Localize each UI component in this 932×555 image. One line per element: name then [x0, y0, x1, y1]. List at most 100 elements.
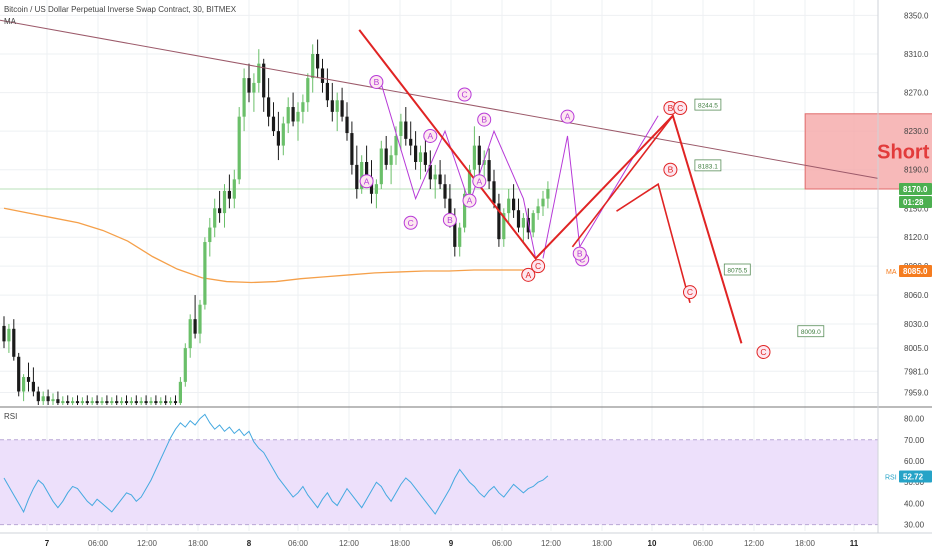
last-price-badge-bg [899, 183, 932, 195]
candle-body [502, 213, 506, 240]
candle-body [169, 401, 173, 404]
rsi-band-layer [0, 439, 878, 526]
x-tick-label: 12:00 [744, 539, 765, 548]
candle-body [173, 401, 178, 404]
candle-body [541, 198, 545, 207]
pattern-point-circle [403, 215, 418, 230]
rsi-value-badge-bg [899, 470, 932, 483]
candle-body [531, 213, 535, 233]
ma-line [3, 207, 524, 284]
x-tick-label: 18:00 [795, 539, 816, 548]
candle-body [36, 391, 40, 402]
price-target-box [694, 98, 722, 111]
pattern-line [469, 129, 537, 259]
x-tick-label: 06:00 [88, 539, 109, 548]
pattern-point-label: B [481, 115, 487, 125]
candle-body [463, 193, 467, 228]
rsi-panel-label: RSI [4, 412, 17, 421]
candle-body [521, 217, 525, 228]
candle-body [105, 401, 109, 404]
x-tick-label: 10 [648, 539, 657, 548]
y-tick-label: 8030.0 [904, 320, 929, 329]
price-target-box [723, 263, 751, 276]
pattern-point-circle [572, 246, 587, 261]
pattern-point-label: C [462, 90, 468, 100]
candle-body [291, 107, 295, 122]
candle-body [213, 208, 217, 228]
y-tick-label: 8230.0 [904, 127, 929, 136]
countdown-badge-bg [899, 196, 932, 208]
ma-layer [3, 207, 524, 284]
candle-body [51, 399, 55, 402]
candle-body [95, 401, 99, 404]
pattern-point-label: A [525, 270, 531, 280]
pattern-point-circle [359, 174, 374, 189]
ma-axis-tag: MA [886, 269, 897, 276]
candle-body [159, 401, 163, 404]
candle-body [487, 160, 491, 182]
candle-body [365, 162, 369, 178]
candle-body [418, 152, 423, 162]
candle-body [262, 63, 266, 98]
rsi-y-tick-label: 70.00 [904, 436, 925, 445]
candle-body [355, 164, 359, 189]
candle-body [232, 179, 236, 199]
candle-body [7, 328, 11, 342]
candle-body [144, 401, 148, 404]
pattern-point-circle [560, 109, 575, 124]
candle-body [384, 148, 388, 165]
x-tick-label: 11 [850, 539, 859, 548]
candle-body [536, 206, 540, 214]
pattern-point-circle [457, 87, 472, 102]
ma-indicator-label: MA [4, 17, 17, 26]
pattern-point-label: C [408, 218, 414, 228]
y-tick-label: 8150.0 [904, 204, 929, 213]
x-tick-label: 7 [45, 539, 50, 548]
pattern-layer [380, 83, 659, 259]
candle-body [17, 356, 21, 392]
candle-body [188, 319, 192, 349]
pattern-point-circle [423, 128, 438, 143]
x-tick-label: 8 [247, 539, 252, 548]
candle-body [41, 396, 45, 402]
candle-body [423, 152, 427, 165]
pattern-point-circle [756, 344, 771, 359]
pattern-point-circle [673, 101, 688, 115]
candle-body [193, 319, 197, 334]
candle-body [183, 348, 187, 382]
x-tick-label: 06:00 [288, 539, 309, 548]
candle-body [237, 116, 241, 180]
candle-body [271, 116, 276, 132]
candle-body [404, 121, 408, 139]
candle-body [242, 78, 246, 117]
pattern-point-label: B [447, 215, 453, 225]
trend-line-layer [0, 19, 879, 179]
pattern-point-circle [472, 174, 487, 189]
pattern-point-label: B [668, 165, 674, 175]
candle-body [389, 155, 393, 165]
candle-body [512, 198, 516, 211]
zigzag-layer [358, 29, 743, 344]
candle-body [267, 97, 271, 117]
x-tick-label: 06:00 [492, 539, 513, 548]
zigzag-line [616, 182, 691, 303]
candle-body [252, 82, 256, 93]
candle-body [208, 227, 212, 243]
rsi-line-layer [3, 413, 549, 515]
pattern-point-label: B [374, 77, 380, 87]
candle-body [296, 111, 300, 122]
x-tick-label: 06:00 [693, 539, 714, 548]
pattern-point-circle [521, 267, 536, 282]
rsi-line [3, 413, 549, 515]
candle-body [281, 123, 285, 146]
candle-body [414, 145, 418, 162]
candle-body [350, 133, 354, 165]
candle-body [458, 227, 462, 247]
pattern-points-layer: BACACBABAACBACBCBCC [359, 74, 771, 359]
candle-body [526, 217, 530, 233]
candle-body [477, 145, 481, 165]
y-tick-label: 8060.0 [904, 291, 929, 300]
y-tick-label: 7981.0 [904, 367, 929, 376]
